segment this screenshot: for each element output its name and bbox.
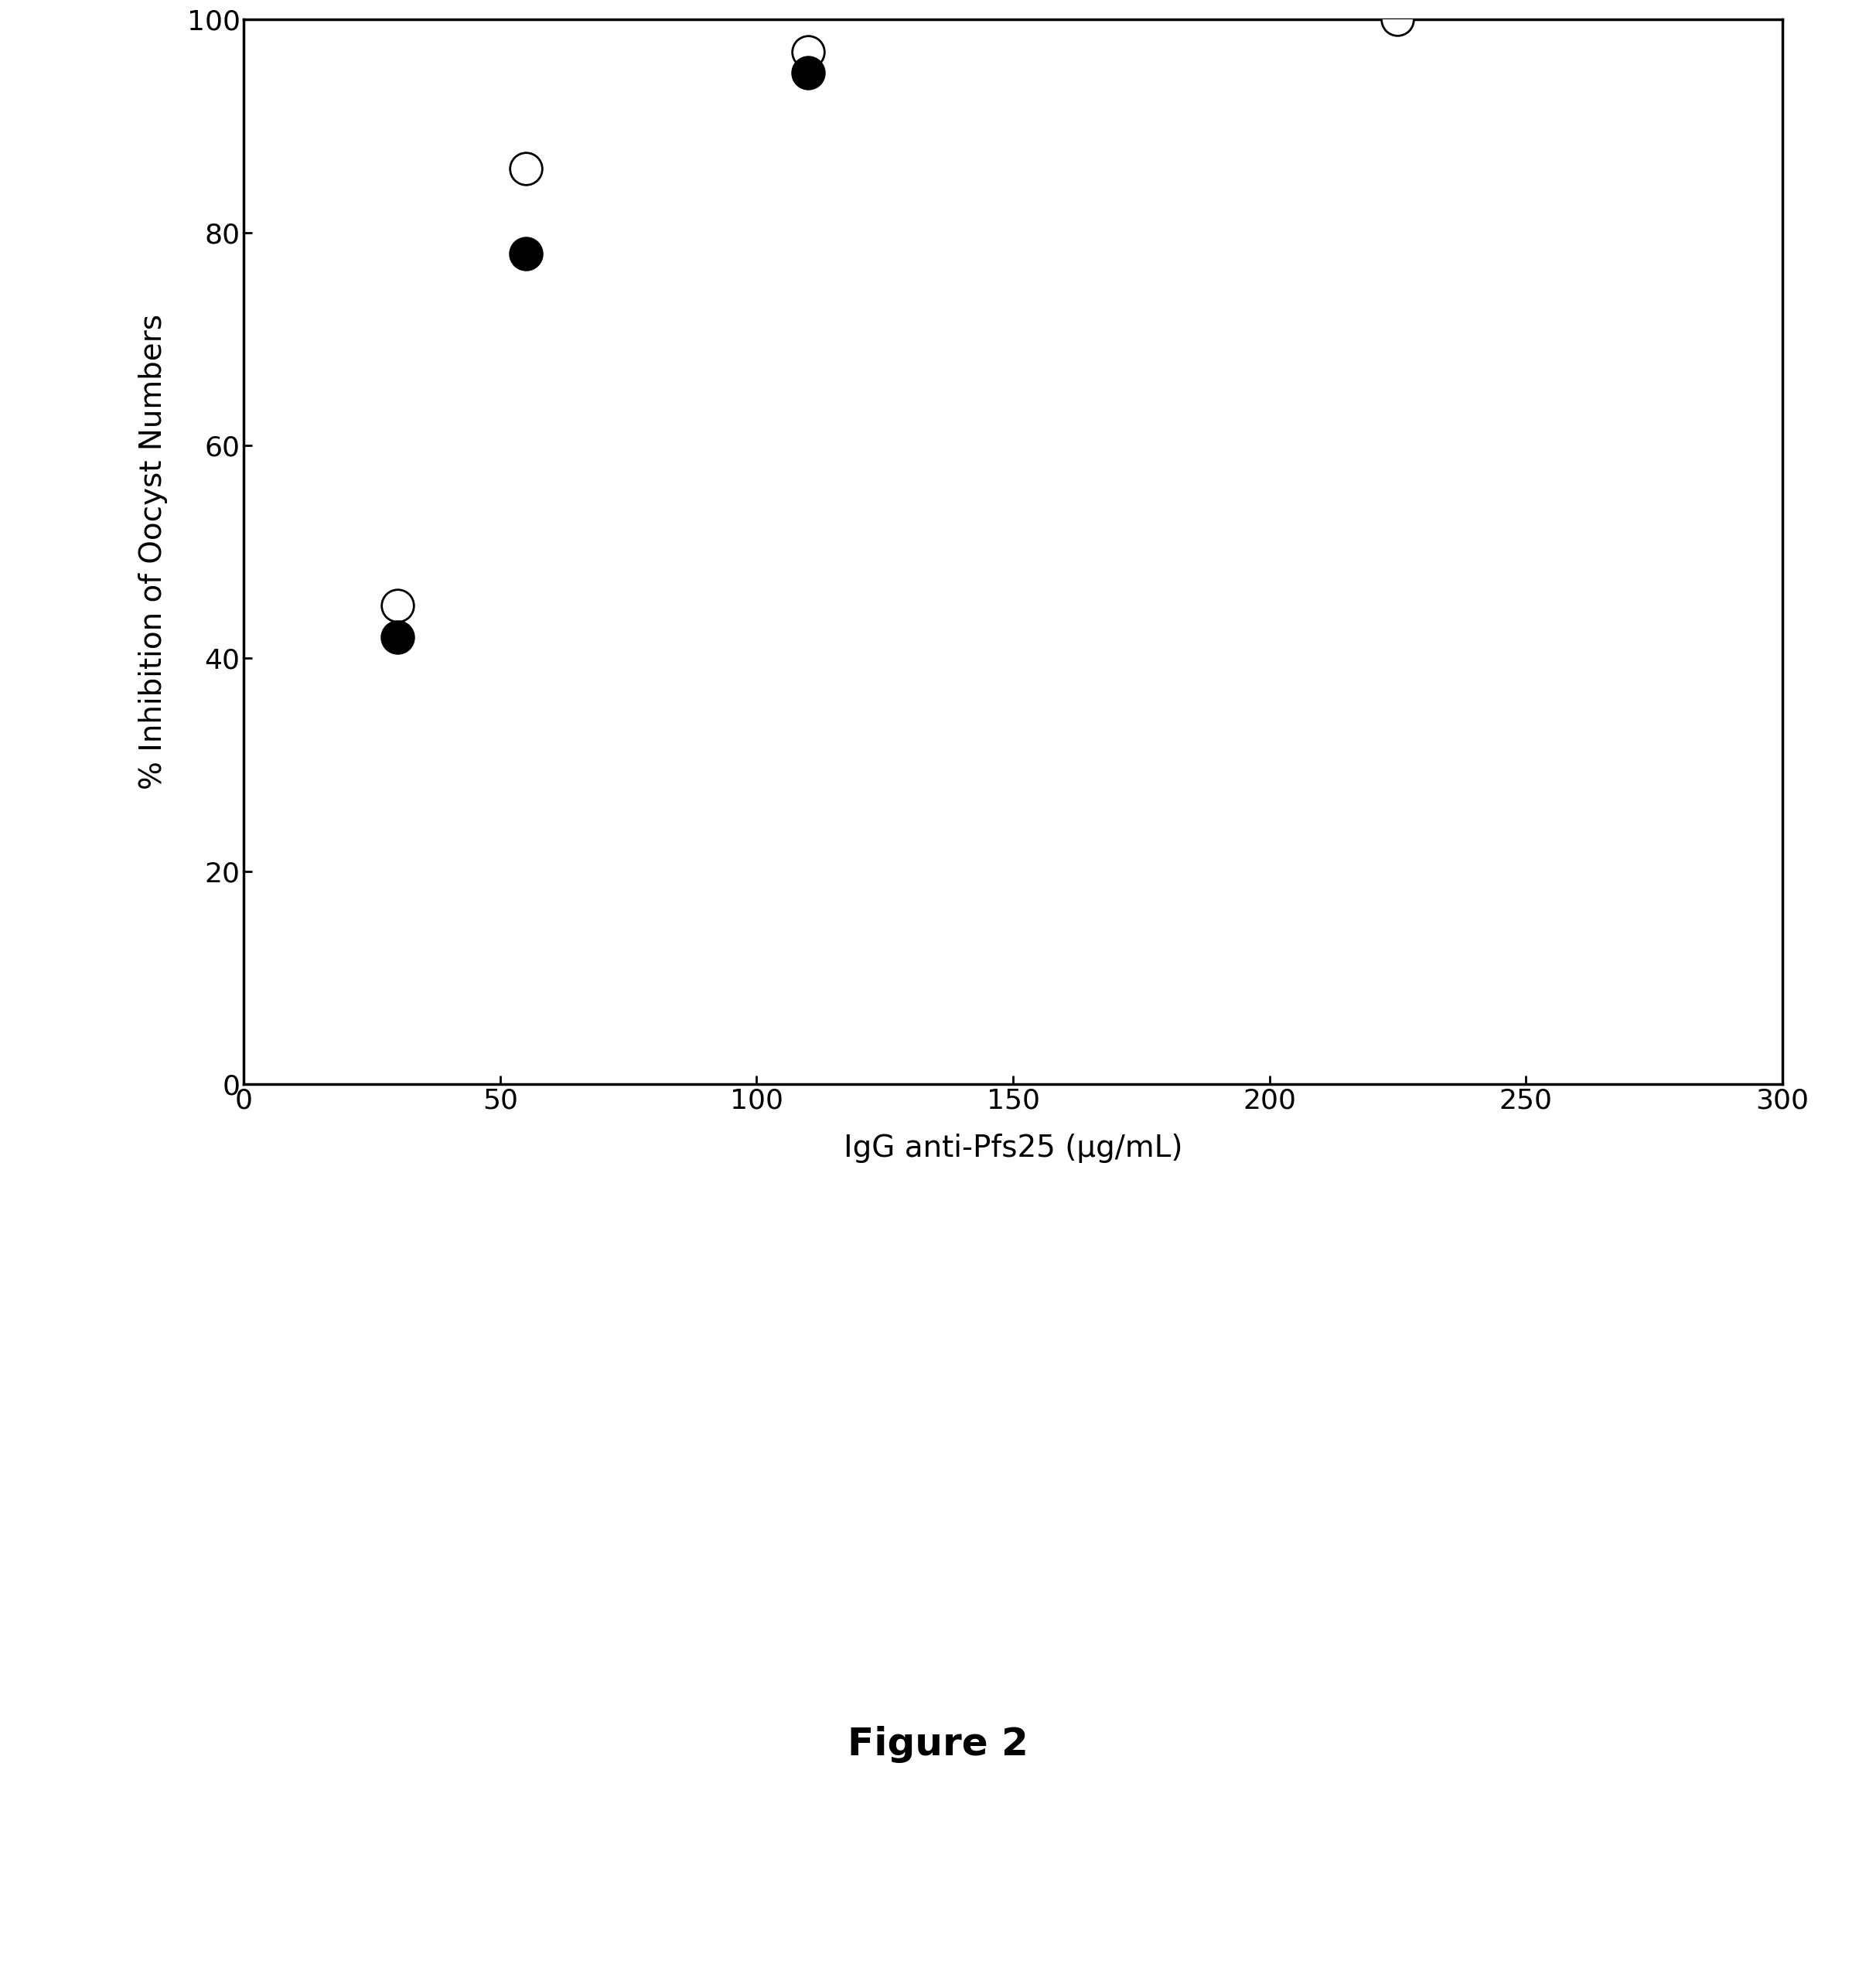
Point [1383,4,1413,35]
Point [510,154,540,185]
Point [510,238,540,270]
Point [383,589,413,621]
Point [794,35,824,67]
Point [383,621,413,652]
Y-axis label: % Inhibition of Oocyst Numbers: % Inhibition of Oocyst Numbers [139,313,167,790]
Point [794,57,824,89]
X-axis label: IgG anti-Pfs25 (μg/mL): IgG anti-Pfs25 (μg/mL) [844,1133,1182,1163]
Text: Figure 2: Figure 2 [848,1727,1028,1762]
